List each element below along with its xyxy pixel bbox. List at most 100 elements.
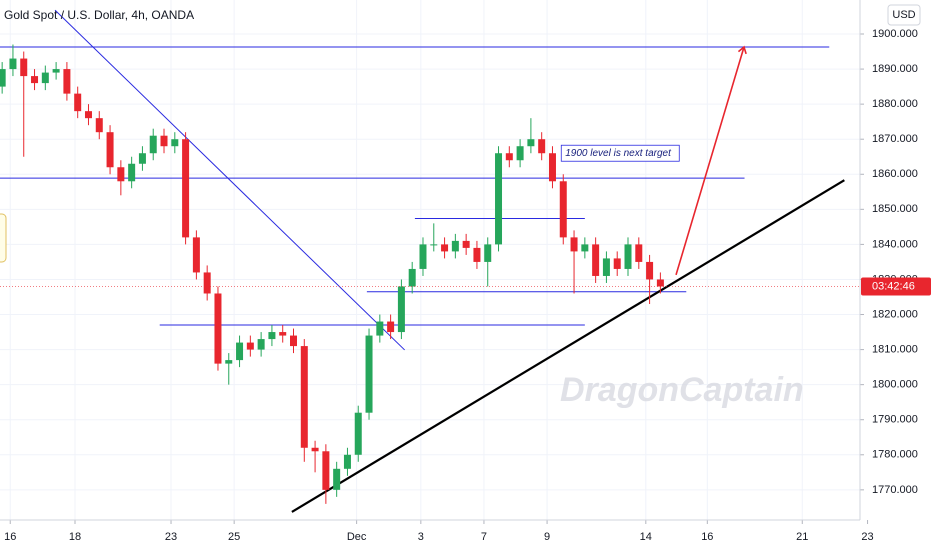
chart-title: Gold Spot / U.S. Dollar, 4h, OANDA [4,8,194,22]
x-tick-label: 21 [796,531,808,543]
candle-body [516,146,524,161]
candle-body [74,93,82,112]
candle-body [419,244,427,269]
x-tick-label: 16 [701,531,713,543]
candle-body [20,58,28,77]
x-tick-label: 25 [228,531,240,543]
countdown: 03:42:46 [872,280,915,292]
y-tick-label: 1800.000 [872,379,918,391]
candle-body [473,247,481,262]
y-tick-label: 1770.000 [872,484,918,496]
candle-body [505,153,513,161]
candle-body [354,412,362,455]
candle-body [602,258,610,276]
candle-body [31,76,39,84]
candle-body [387,321,395,333]
candle-body [192,237,200,273]
trendline [54,9,405,351]
candle-body [160,135,168,147]
candle-body [95,118,103,133]
x-tick-label: 3 [418,531,424,543]
candle-body [149,135,157,154]
candle-body [290,335,298,347]
candle-body [63,69,71,94]
candle-body [52,69,60,73]
candle-body [397,286,405,333]
candle-body [333,468,341,490]
y-tick-label: 1850.000 [872,203,918,215]
x-tick-label: 23 [165,531,177,543]
y-tick-label: 1860.000 [872,168,918,180]
y-tick-label: 1820.000 [872,308,918,320]
candle-body [268,332,276,340]
candle-body [117,167,125,182]
candle-body [656,279,664,287]
y-tick-label: 1810.000 [872,343,918,355]
candle-body [430,244,438,246]
currency-label: USD [892,9,915,21]
y-tick-label: 1870.000 [872,133,918,145]
y-tick-label: 1790.000 [872,414,918,426]
candle-body [613,258,621,269]
y-tick-label: 1890.000 [872,63,918,75]
candle-body [559,181,567,238]
candle-body [138,153,146,164]
candle-body [311,447,319,452]
candle-body [570,237,578,252]
candle-body [462,240,470,248]
candle-body [236,342,244,361]
y-tick-label: 1840.000 [872,238,918,250]
candle-body [484,244,492,262]
arrow [675,45,747,276]
candle-body [225,360,233,364]
candle-body [408,268,416,287]
candle-body [495,153,503,245]
annotation: 1900 level is next target [565,148,672,159]
candle-body [279,332,287,336]
watermark: DragonCaptain [560,371,804,409]
candle-body [257,339,265,350]
candle-body [441,244,449,252]
x-tick-label: 14 [640,531,652,543]
overlay: 1770.000 1780.000 1790.000 1800.000 1810.000… [0,28,931,543]
y-tick-label: 1900.000 [872,28,918,40]
y-tick-label: 1880.000 [872,98,918,110]
candle-body [182,139,190,238]
candle-body [214,293,222,364]
candle-body [581,244,589,252]
candle-body [84,111,92,119]
candle-body [592,244,600,276]
countdown-badge [861,277,931,296]
candle-body [106,132,114,168]
x-tick-label: 9 [544,531,550,543]
candle-body [635,244,643,262]
candle-body [343,454,351,469]
candle-body [451,240,459,252]
trendline [291,179,845,513]
x-tick-label: 23 [861,531,873,543]
candle-body [203,272,211,294]
candle-body [548,153,556,182]
candle-body [365,335,373,413]
candle-body [9,58,17,70]
currency-button[interactable] [887,4,921,26]
candle-body [527,139,535,147]
candle-body [538,139,546,154]
x-tick-label: 16 [4,531,16,543]
candle-body [171,139,179,147]
candle-body [376,321,384,336]
x-tick-label: Dec [347,531,367,543]
side-panel-handle[interactable] [0,213,7,263]
x-tick-label: 18 [69,531,81,543]
annotation-box [560,144,680,162]
candle-body [0,69,6,87]
candle-body [322,451,330,490]
candle-body [646,261,654,280]
candle-body [246,342,254,350]
candle-body [41,72,49,84]
candles [0,44,664,504]
candle-body [128,163,136,182]
x-tick-label: 7 [481,531,487,543]
